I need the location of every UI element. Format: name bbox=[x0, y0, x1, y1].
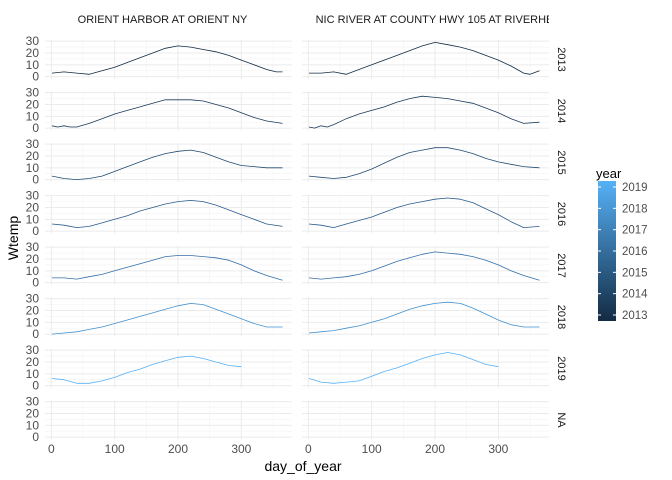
x-axis: 0 100 200 300 0 100 200 300 bbox=[48, 442, 509, 456]
facet-panel-NA-col-1 bbox=[45, 400, 292, 440]
facet-panel-2015-col-1 bbox=[45, 143, 292, 182]
y-tick-label: 0 bbox=[32, 121, 39, 135]
facet-strip-label-row-2018: 2018 bbox=[555, 305, 567, 329]
facet-panel-2019-col-2 bbox=[302, 349, 549, 388]
y-tick-label: 0 bbox=[32, 327, 39, 341]
facet-panel-2016-col-2 bbox=[302, 194, 549, 234]
series-line-2018-col-1 bbox=[51, 302, 283, 335]
series-line-2015-col-2 bbox=[308, 147, 540, 179]
series-line-2014-col-2 bbox=[308, 95, 540, 129]
facet-panel-2014-col-2 bbox=[302, 91, 549, 131]
legend-title: year bbox=[596, 166, 622, 181]
y-tick-label: 0 bbox=[32, 70, 39, 84]
y-tick-label: 0 bbox=[32, 173, 39, 187]
y-tick-label: 30 bbox=[26, 34, 40, 48]
legend-label: 2014 bbox=[622, 289, 648, 301]
facet-panel-2019-col-1 bbox=[45, 349, 292, 388]
x-tick-label: 300 bbox=[231, 442, 251, 456]
x-tick-label: 200 bbox=[425, 442, 445, 456]
facet-panel-2014-col-1 bbox=[45, 91, 292, 131]
legend-label: 2017 bbox=[622, 225, 648, 237]
series-line-2013-col-1 bbox=[51, 45, 283, 75]
facet-panel-2013-col-1 bbox=[45, 40, 292, 79]
y-axis: 0102030010203001020300102030010203001020… bbox=[26, 34, 40, 444]
series-line-2016-col-2 bbox=[308, 197, 540, 229]
series-line-2019-col-2 bbox=[308, 352, 499, 384]
y-tick-label: 30 bbox=[26, 240, 40, 254]
y-tick-label: 10 bbox=[26, 161, 40, 175]
facet-strip-label-row-2015: 2015 bbox=[555, 150, 567, 174]
y-tick-label: 20 bbox=[26, 98, 40, 112]
y-tick-label: 20 bbox=[26, 46, 40, 60]
facet-panel-2018-col-2 bbox=[302, 297, 549, 337]
facet-row-strips: 2013 2014 2015 2016 2017 2018 2019 NA bbox=[555, 47, 567, 428]
series-line-2017-col-1 bbox=[52, 255, 283, 281]
series-line-2018-col-2 bbox=[308, 301, 540, 334]
series-line-2019-col-1 bbox=[51, 355, 242, 384]
facet-strip-label-row-2013: 2013 bbox=[555, 47, 567, 71]
x-tick-label: 0 bbox=[305, 442, 312, 456]
facet-strip-label-row-2017: 2017 bbox=[555, 253, 567, 277]
facet-panel-NA-col-2 bbox=[302, 400, 549, 440]
y-tick-label: 10 bbox=[26, 315, 40, 329]
y-tick-label: 0 bbox=[32, 224, 39, 238]
x-tick-label: 200 bbox=[168, 442, 188, 456]
facet-strip-label-row-NA: NA bbox=[555, 412, 567, 428]
y-tick-label: 10 bbox=[26, 264, 40, 278]
y-tick-label: 10 bbox=[26, 418, 40, 432]
facet-strips: ORIENT HARBOR AT ORIENT NY NIC RIVER AT C… bbox=[78, 14, 554, 26]
y-tick-label: 30 bbox=[26, 189, 40, 203]
y-tick-label: 30 bbox=[26, 86, 40, 100]
y-tick-label: 20 bbox=[26, 201, 40, 215]
y-tick-label: 30 bbox=[26, 395, 40, 409]
legend-label: 2018 bbox=[622, 203, 648, 215]
facet-strip-label-row-2016: 2016 bbox=[555, 202, 567, 226]
legend-label: 2013 bbox=[622, 310, 648, 322]
facet-strip-label-row-2019: 2019 bbox=[555, 356, 567, 380]
y-tick-label: 20 bbox=[26, 252, 40, 266]
y-tick-label: 10 bbox=[26, 212, 40, 226]
y-axis-title: Wtemp bbox=[5, 216, 21, 261]
facet-panels bbox=[45, 40, 549, 440]
y-tick-label: 0 bbox=[32, 276, 39, 290]
legend-label: 2016 bbox=[622, 246, 648, 258]
y-tick-label: 20 bbox=[26, 149, 40, 163]
y-tick-label: 0 bbox=[32, 430, 39, 444]
series-line-2017-col-2 bbox=[308, 251, 540, 281]
facet-strip-label-col-1: ORIENT HARBOR AT ORIENT NY bbox=[78, 14, 248, 26]
x-axis-title: day_of_year bbox=[264, 458, 341, 474]
y-tick-label: 20 bbox=[26, 407, 40, 421]
y-tick-label: 30 bbox=[26, 343, 40, 357]
y-tick-label: 10 bbox=[26, 109, 40, 123]
series-line-2016-col-1 bbox=[51, 199, 283, 229]
y-tick-label: 30 bbox=[26, 292, 40, 306]
series-line-2014-col-1 bbox=[51, 99, 283, 128]
series-line-2015-col-1 bbox=[51, 149, 283, 181]
x-tick-label: 300 bbox=[488, 442, 508, 456]
legend-label: 2015 bbox=[622, 267, 648, 279]
facet-panel-2015-col-2 bbox=[302, 143, 549, 182]
x-tick-label: 100 bbox=[362, 442, 382, 456]
y-tick-label: 20 bbox=[26, 355, 40, 369]
facet-panel-2017-col-2 bbox=[302, 246, 549, 285]
facet-panel-2016-col-1 bbox=[45, 194, 292, 234]
y-tick-label: 30 bbox=[26, 137, 40, 151]
facet-strip-label-col-2: NIC RIVER AT COUNTY HWY 105 AT RIVERHE bbox=[316, 14, 554, 26]
facet-panel-2013-col-2 bbox=[302, 40, 549, 79]
series-line-2013-col-2 bbox=[309, 42, 540, 75]
y-tick-label: 20 bbox=[26, 304, 40, 318]
facet-strip-label-row-2014: 2014 bbox=[555, 99, 567, 123]
legend-colorbar bbox=[598, 181, 616, 321]
y-tick-label: 10 bbox=[26, 367, 40, 381]
x-tick-label: 100 bbox=[105, 442, 125, 456]
x-tick-label: 0 bbox=[48, 442, 55, 456]
y-tick-label: 0 bbox=[32, 379, 39, 393]
facet-panel-2017-col-1 bbox=[45, 246, 292, 285]
legend-label: 2019 bbox=[622, 182, 648, 194]
y-tick-label: 10 bbox=[26, 58, 40, 72]
